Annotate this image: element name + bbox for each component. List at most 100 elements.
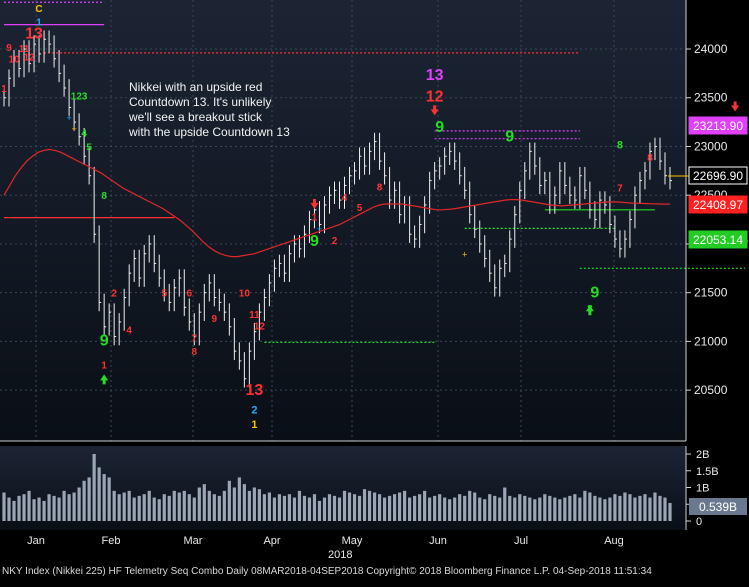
volume-bar bbox=[107, 477, 111, 521]
y-tick-label: 23000 bbox=[694, 139, 728, 153]
volume-bar bbox=[608, 497, 612, 521]
volume-bar bbox=[553, 497, 557, 521]
volume-bar bbox=[463, 495, 467, 521]
volume-bar bbox=[127, 490, 131, 521]
volume-tick-label: 2B bbox=[696, 449, 709, 461]
volume-bar bbox=[47, 494, 51, 521]
volume-bar bbox=[453, 497, 457, 521]
volume-bar bbox=[177, 492, 181, 521]
sequence-count-label: 2 bbox=[332, 236, 338, 247]
volume-bar bbox=[438, 494, 442, 521]
volume-bar bbox=[37, 497, 41, 521]
volume-bar bbox=[237, 477, 241, 521]
volume-bar bbox=[493, 495, 497, 521]
plus-marker: + bbox=[66, 113, 71, 123]
sequence-count-label: 13 bbox=[426, 67, 444, 84]
volume-bar bbox=[287, 494, 292, 521]
volume-tick-label: 1.5B bbox=[696, 466, 719, 478]
volume-bar bbox=[392, 494, 397, 521]
price-tag-label: 23213.90 bbox=[693, 119, 743, 133]
volume-bar bbox=[583, 490, 587, 521]
sequence-count-label: 11 bbox=[249, 310, 260, 321]
volume-bar bbox=[433, 495, 437, 521]
sequence-count-label: 9 bbox=[590, 285, 599, 302]
price-tag-label: 22408.97 bbox=[693, 198, 743, 212]
volume-bar bbox=[628, 494, 632, 521]
price-tag-box bbox=[688, 195, 748, 214]
x-tick-label: Jan bbox=[27, 535, 45, 547]
price-tag-box bbox=[688, 230, 748, 249]
volume-bar bbox=[297, 490, 302, 521]
volume-bars bbox=[2, 454, 672, 521]
x-tick-label: Jun bbox=[429, 535, 447, 547]
volume-bar bbox=[598, 497, 602, 521]
sequence-count-label: 8 bbox=[377, 182, 383, 193]
volume-bar bbox=[197, 487, 201, 521]
volume-bar bbox=[7, 497, 11, 521]
y-tick-label: 23500 bbox=[694, 91, 728, 105]
volume-bar bbox=[372, 492, 377, 521]
volume-bar bbox=[162, 494, 166, 521]
volume-bar bbox=[292, 497, 297, 521]
down-arrow-icon bbox=[430, 105, 439, 116]
volume-bar bbox=[312, 494, 317, 521]
volume-bar bbox=[418, 494, 422, 521]
plus-marker: + bbox=[317, 224, 322, 234]
volume-bar bbox=[202, 484, 206, 521]
sequence-count-label: 12 bbox=[254, 322, 266, 333]
volume-tag-label: 0.539B bbox=[699, 500, 737, 514]
volume-bar bbox=[92, 454, 96, 521]
volume-bar bbox=[573, 494, 577, 521]
volume-bar bbox=[227, 480, 231, 521]
sequence-count-label: 13 bbox=[25, 25, 43, 42]
sequence-count-label: 10 bbox=[8, 55, 20, 66]
volume-bar bbox=[332, 495, 337, 521]
moving-average-line bbox=[3, 148, 670, 258]
volume-bar bbox=[327, 494, 332, 521]
level-lines bbox=[4, 1, 749, 343]
price-tag-box bbox=[688, 116, 748, 135]
volume-bar bbox=[668, 502, 672, 521]
up-arrow-icon bbox=[100, 374, 109, 385]
volume-bar bbox=[157, 499, 161, 521]
price-tag-label: 22696.90 bbox=[693, 169, 743, 183]
volume-bar bbox=[167, 495, 171, 521]
volume-bar bbox=[147, 490, 151, 521]
volume-bar bbox=[603, 499, 607, 521]
volume-bar bbox=[112, 490, 116, 521]
sequence-count-label: 9 bbox=[505, 129, 514, 146]
volume-bar bbox=[382, 497, 387, 521]
sequence-count-label: 6 bbox=[186, 289, 192, 300]
volume-bar bbox=[82, 480, 86, 521]
volume-bar bbox=[242, 484, 246, 521]
volume-bar bbox=[367, 490, 372, 521]
moving-average bbox=[3, 148, 670, 258]
volume-bar bbox=[142, 494, 146, 521]
sequence-count-label: 123 bbox=[71, 92, 88, 103]
volume-bar bbox=[307, 497, 312, 521]
volume-bar bbox=[413, 495, 417, 521]
volume-bar bbox=[543, 494, 547, 521]
volume-bar bbox=[137, 495, 141, 521]
volume-bar bbox=[508, 495, 512, 521]
volume-tick-label: 1B bbox=[696, 483, 709, 495]
volume-bar bbox=[87, 477, 91, 521]
volume-bar bbox=[172, 490, 176, 521]
volume-bar bbox=[77, 487, 81, 521]
volume-bar bbox=[302, 495, 307, 521]
volume-bar bbox=[262, 494, 266, 521]
volume-bar bbox=[498, 497, 502, 521]
plus-marker: + bbox=[462, 250, 467, 260]
sequence-count-label: 9 bbox=[6, 43, 12, 54]
volume-bar bbox=[357, 495, 362, 521]
volume-bar bbox=[568, 495, 572, 521]
y-tick-label: 21000 bbox=[694, 334, 728, 348]
sequence-count-label: 13 bbox=[245, 382, 263, 399]
volume-bar bbox=[563, 497, 567, 521]
volume-bar bbox=[623, 492, 627, 521]
volume-bar bbox=[12, 500, 16, 521]
sequence-count-label: 2 bbox=[251, 405, 257, 417]
volume-bar bbox=[2, 492, 6, 521]
volume-bar bbox=[42, 500, 46, 521]
